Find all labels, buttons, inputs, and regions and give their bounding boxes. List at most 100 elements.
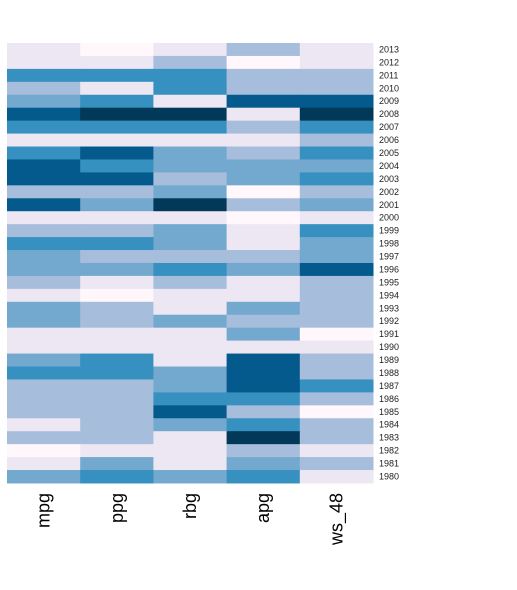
heatmap-cell-1987-apg — [226, 379, 301, 393]
heatmap-cell-1981-mpg — [7, 457, 81, 471]
heatmap-cell-1983-ws_48 — [299, 431, 374, 445]
heatmap-cell-2005-rbg — [153, 146, 228, 160]
heatmap-cell-1991-ppg — [80, 327, 154, 342]
heatmap-cell-1993-mpg — [7, 301, 81, 316]
heatmap-cell-1980-rbg — [153, 470, 228, 484]
heatmap-cell-1989-apg — [226, 353, 301, 367]
heatmap-cell-1996-rbg — [153, 262, 228, 277]
heatmap-cell-1983-apg — [226, 431, 301, 445]
heatmap-cell-1997-rbg — [153, 250, 228, 264]
heatmap-cell-1980-apg — [226, 470, 301, 484]
heatmap-cell-2009-rbg — [153, 94, 228, 109]
heatmap-cell-1993-rbg — [153, 301, 228, 316]
heatmap-cell-2008-ws_48 — [299, 107, 374, 122]
heatmap-cell-2000-ws_48 — [299, 211, 374, 225]
heatmap-cell-1985-rbg — [153, 405, 228, 419]
row-label-2006: 2006 — [379, 135, 399, 145]
heatmap-cell-1986-apg — [226, 392, 301, 406]
heatmap-cell-2000-rbg — [153, 211, 228, 225]
heatmap-cell-1995-rbg — [153, 275, 228, 290]
row-labels: 2013 2012 2011 2010 2009 2008 2007 2006 2005 2004… — [379, 44, 399, 481]
heatmap-cell-2002-rbg — [153, 185, 228, 199]
row-label-1989: 1989 — [379, 355, 399, 365]
heatmap-cell-2005-mpg — [7, 146, 81, 160]
heatmap-cell-1992-ppg — [80, 314, 154, 329]
heatmap-cell-2004-rbg — [153, 159, 228, 173]
heatmap-cell-1995-apg — [226, 275, 301, 290]
column-labels: mpg ppg rbg apg ws_48 — [34, 493, 348, 546]
heatmap-cell-1984-rbg — [153, 418, 228, 432]
heatmap-cell-2009-ppg — [80, 94, 154, 109]
heatmap-cell-2007-rbg — [153, 120, 228, 135]
heatmap-cell-1999-ppg — [80, 224, 154, 238]
heatmap-cell-2011-mpg — [7, 68, 81, 83]
heatmap-cell-1987-rbg — [153, 379, 228, 393]
heatmap-cell-1988-ws_48 — [299, 366, 374, 380]
heatmap-cell-1984-ppg — [80, 418, 154, 432]
row-label-2011: 2011 — [379, 70, 398, 80]
heatmap-cell-1997-mpg — [7, 250, 81, 264]
heatmap-cell-2011-rbg — [153, 68, 228, 83]
heatmap-cell-2006-mpg — [7, 133, 81, 148]
heatmap-cell-1997-ws_48 — [299, 250, 374, 264]
column-label-ws_48: ws_48 — [326, 493, 347, 546]
heatmap-cell-2006-ws_48 — [299, 133, 374, 148]
heatmap-cell-2000-ppg — [80, 211, 154, 225]
heatmap-cell-1999-mpg — [7, 224, 81, 238]
heatmap-cell-2010-apg — [226, 81, 301, 96]
heatmap-cell-2005-ppg — [80, 146, 154, 160]
heatmap-cell-1984-apg — [226, 418, 301, 432]
heatmap-cell-2002-mpg — [7, 185, 81, 199]
heatmap-cell-1991-apg — [226, 327, 301, 342]
heatmap-cell-2005-ws_48 — [299, 146, 374, 160]
row-label-2009: 2009 — [379, 96, 399, 106]
heatmap-cell-2003-mpg — [7, 172, 81, 186]
heatmap-cell-1996-ppg — [80, 262, 154, 277]
heatmap-cell-1982-ws_48 — [299, 444, 374, 458]
heatmap-cell-1991-ws_48 — [299, 327, 374, 342]
heatmap-cell-1988-ppg — [80, 366, 154, 380]
row-label-1986: 1986 — [379, 394, 399, 404]
heatmap-cell-1986-ppg — [80, 392, 154, 406]
heatmap-cell-2013-rbg — [153, 43, 228, 57]
heatmap-cell-1985-ws_48 — [299, 405, 374, 419]
heatmap-cell-1995-ws_48 — [299, 275, 374, 290]
heatmap-cell-1994-mpg — [7, 288, 81, 303]
row-label-2004: 2004 — [379, 161, 399, 171]
heatmap-cell-1985-mpg — [7, 405, 81, 419]
heatmap-cell-1990-apg — [226, 340, 301, 355]
heatmap-cell-2012-ws_48 — [299, 55, 374, 70]
row-label-1998: 1998 — [379, 239, 399, 249]
heatmap-cell-2011-apg — [226, 68, 301, 83]
heatmap-cell-2004-ppg — [80, 159, 154, 173]
heatmap-cell-1980-ppg — [80, 470, 154, 484]
row-label-1984: 1984 — [379, 420, 399, 430]
heatmap-cell-2006-rbg — [153, 133, 228, 148]
heatmap-cell-2010-ws_48 — [299, 81, 374, 96]
heatmap-cell-2008-rbg — [153, 107, 228, 122]
heatmap-cell-1990-ws_48 — [299, 340, 374, 355]
row-label-1987: 1987 — [379, 381, 399, 391]
heatmap-cell-1987-ws_48 — [299, 379, 374, 393]
heatmap-cell-1994-ws_48 — [299, 288, 374, 303]
heatmap-cell-2001-mpg — [7, 198, 81, 212]
heatmap-cell-2009-ws_48 — [299, 94, 374, 109]
heatmap-cell-1999-ws_48 — [299, 224, 374, 238]
heatmap-cell-2001-rbg — [153, 198, 228, 212]
row-label-2000: 2000 — [379, 213, 399, 223]
heatmap-cell-2002-apg — [226, 185, 301, 199]
heatmap-cell-1983-rbg — [153, 431, 228, 445]
row-label-2001: 2001 — [379, 200, 399, 210]
heatmap-cell-1983-mpg — [7, 431, 81, 445]
heatmap-cell-1990-rbg — [153, 340, 228, 355]
heatmap-cell-2012-mpg — [7, 55, 81, 70]
heatmap-cell-2013-ws_48 — [299, 43, 374, 57]
heatmap-cell-1994-ppg — [80, 288, 154, 303]
heatmap-cell-2009-apg — [226, 94, 301, 109]
row-label-2002: 2002 — [379, 187, 399, 197]
row-label-1994: 1994 — [379, 290, 399, 300]
heatmap-cell-1990-mpg — [7, 340, 81, 355]
heatmap-cell-1988-rbg — [153, 366, 228, 380]
heatmap-cell-1980-mpg — [7, 470, 81, 484]
heatmap-cell-1982-apg — [226, 444, 301, 458]
